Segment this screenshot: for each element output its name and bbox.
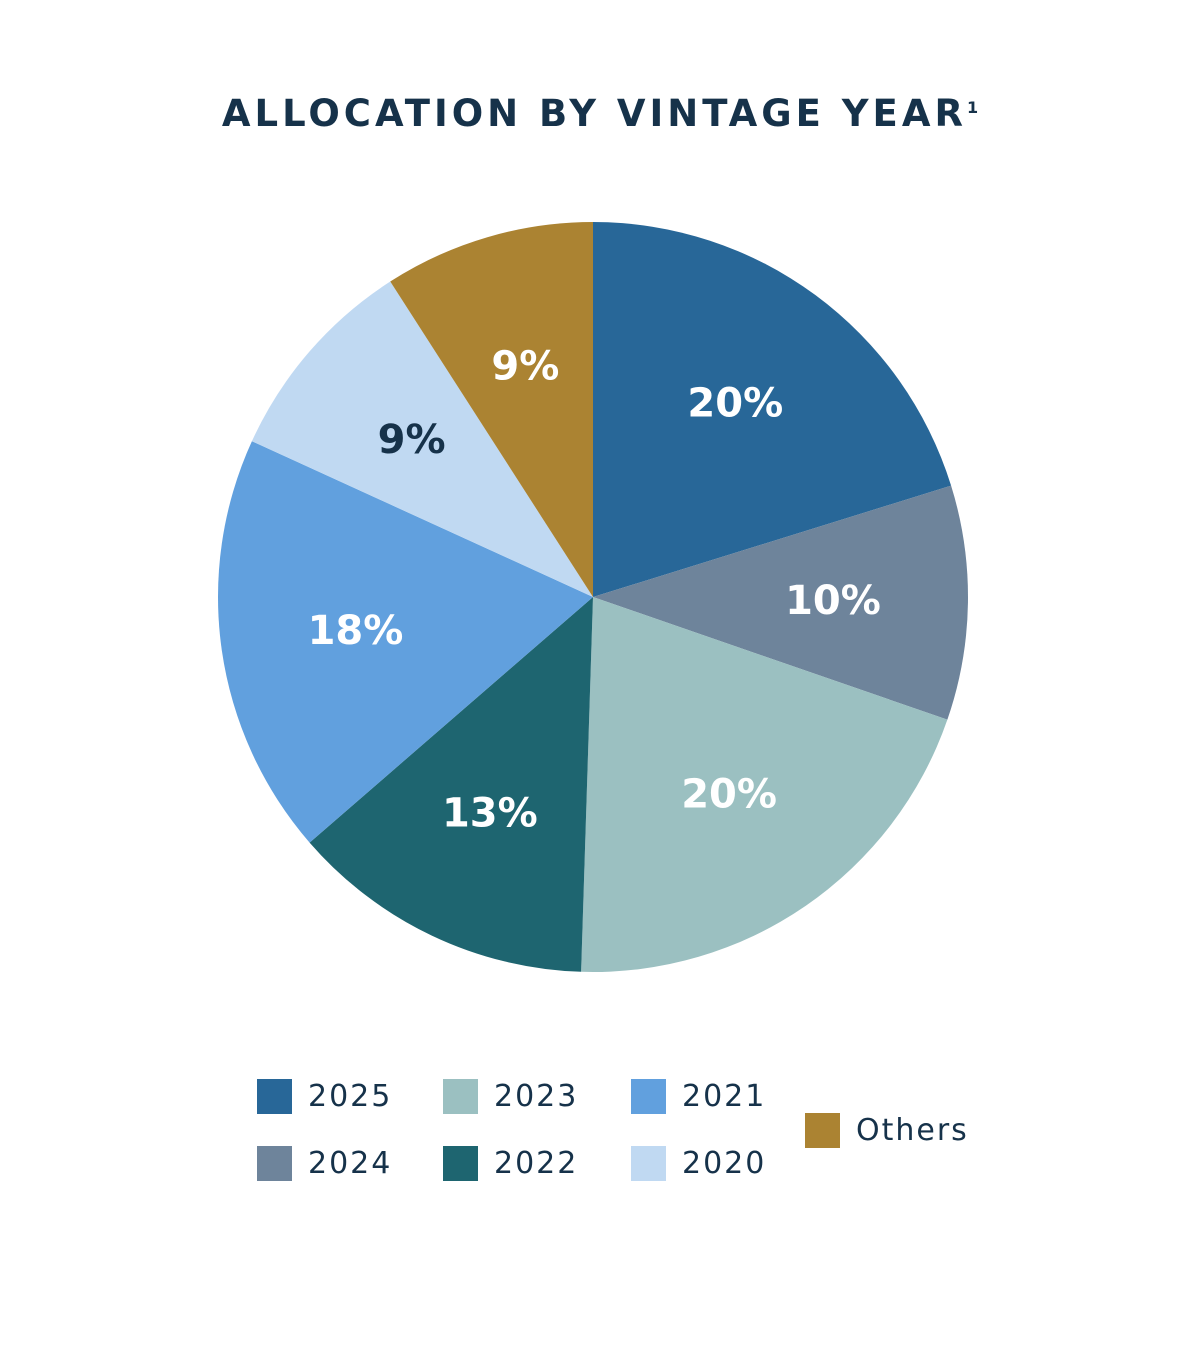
pie-slice-others [390,222,593,597]
legend-swatch [257,1078,292,1114]
pie-slice-2021 [218,441,593,843]
legend-swatch [631,1145,666,1181]
pie-slice-2023 [581,597,948,972]
pie-slice-2024 [593,485,968,720]
legend-label: 2025 [308,1078,393,1114]
legend-swatch [631,1078,666,1114]
legend-item-2020: 2020 [631,1145,766,1181]
pie-chart: 20% 10% 20% 13% 18% 9% 9% [218,222,968,972]
data-label-2020: 9% [378,417,446,463]
pie-slice-2025 [593,222,952,597]
legend-label: Others [856,1112,969,1148]
chart-title-text: ALLOCATION BY VINTAGE YEAR [221,92,967,135]
legend-item-2023: 2023 [443,1078,578,1114]
data-label-2023: 20% [681,772,777,818]
legend-swatch [443,1145,478,1181]
legend-label: 2022 [494,1145,579,1181]
legend-label: 2024 [308,1145,393,1181]
data-label-2021: 18% [308,608,404,654]
data-label-2022: 13% [442,791,538,837]
legend-swatch [443,1078,478,1114]
legend-item-2024: 2024 [257,1145,392,1181]
legend-swatch [805,1112,840,1148]
legend-swatch [257,1145,292,1181]
data-label-others: 9% [491,344,559,390]
data-label-2024: 10% [785,578,881,624]
legend-label: 2020 [682,1145,767,1181]
chart-title: ALLOCATION BY VINTAGE YEAR1 [0,92,1200,135]
legend-item-2022: 2022 [443,1145,578,1181]
legend-item-2021: 2021 [631,1078,766,1114]
legend-label: 2021 [682,1078,767,1114]
legend-item-others: Others [805,1112,969,1148]
data-label-2025: 20% [687,381,783,427]
pie-slice-2020 [251,281,593,597]
title-footnote-marker: 1 [966,98,979,117]
legend-label: 2023 [494,1078,579,1114]
pie-slice-2022 [309,597,593,972]
legend-item-2025: 2025 [257,1078,392,1114]
